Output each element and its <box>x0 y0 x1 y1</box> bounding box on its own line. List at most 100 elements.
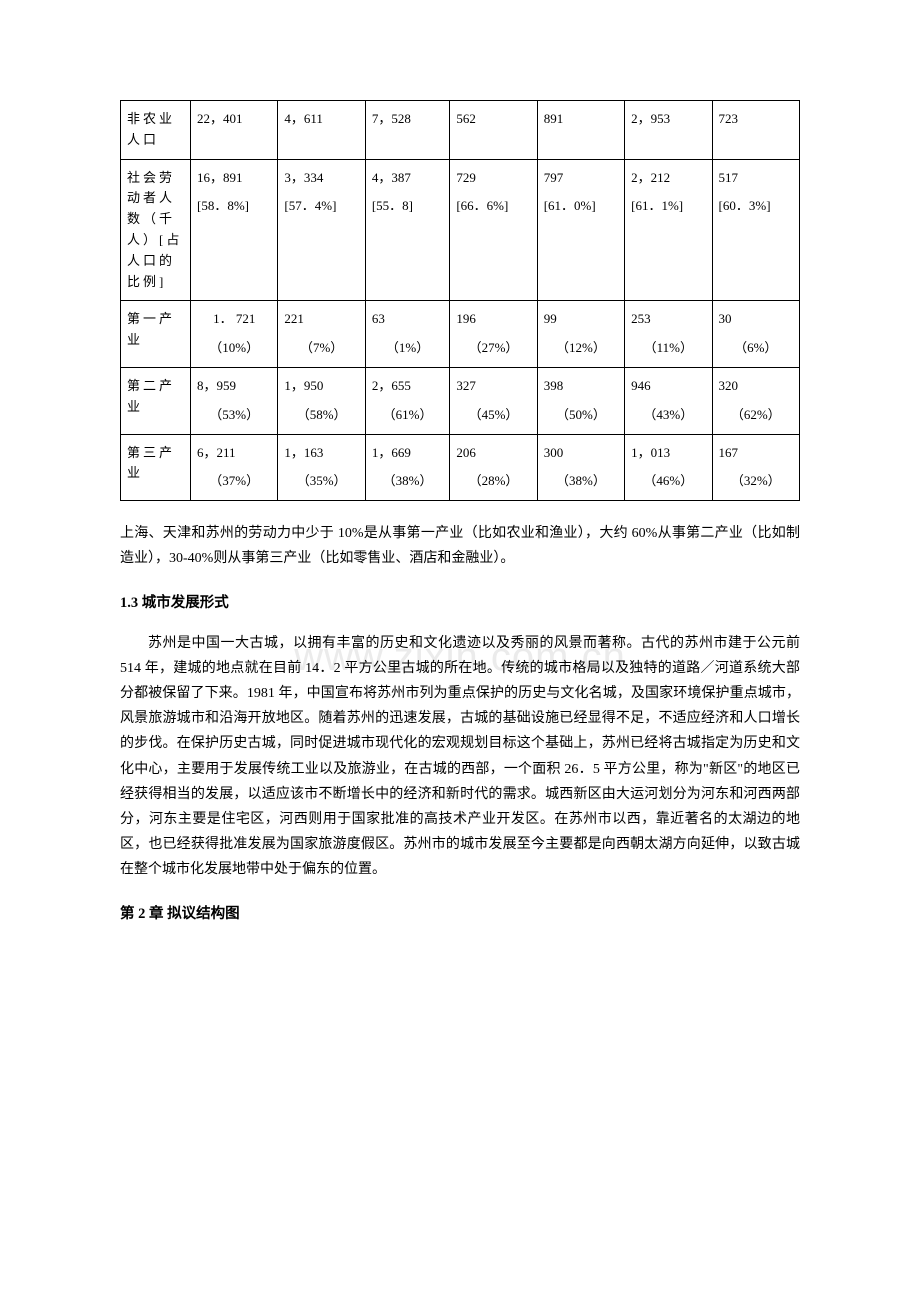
row-label: 第三产业 <box>121 434 191 501</box>
table-cell: 63（1%） <box>365 301 450 368</box>
table-cell: 320 （62%） <box>712 367 799 434</box>
cell-value: 6，211 <box>197 443 271 464</box>
cell-value: 4，387 <box>372 168 444 189</box>
cell-value: 99 <box>544 309 618 330</box>
cell-value: 196 <box>456 309 530 330</box>
cell-subvalue: （62%） <box>719 405 793 426</box>
cell-subvalue: [55．8] <box>372 196 444 217</box>
table-cell: 1，669 （38%） <box>365 434 450 501</box>
paragraph-1: 上海、天津和苏州的劳动力中少于 10%是从事第一产业（比如农业和渔业），大约 6… <box>120 521 800 571</box>
table-cell: 797 [61．0%] <box>537 159 624 301</box>
cell-value: 8，959 <box>197 376 271 397</box>
cell-value: 1，163 <box>284 443 358 464</box>
table-cell: 196 （27%） <box>450 301 537 368</box>
table-cell: 729 [66．6%] <box>450 159 537 301</box>
cell-subvalue: （11%） <box>631 338 705 359</box>
data-table: 非农业人口22，4014，6117，5285628912，953723社会劳动者… <box>120 100 800 501</box>
cell-value: 7，528 <box>372 109 444 130</box>
cell-value: 300 <box>544 443 618 464</box>
cell-value: 2，212 <box>631 168 705 189</box>
table-cell: 1，163 （35%） <box>278 434 365 501</box>
row-label: 第一产业 <box>121 301 191 368</box>
table-cell: 30 （6%） <box>712 301 799 368</box>
table-cell: 300 （38%） <box>537 434 624 501</box>
cell-subvalue: （12%） <box>544 338 618 359</box>
section-heading-1-3: 1.3 城市发展形式 <box>120 592 800 615</box>
cell-subvalue: [61．0%] <box>544 196 618 217</box>
table-cell: 1． 721（10%） <box>191 301 278 368</box>
row-label: 第二产业 <box>121 367 191 434</box>
cell-subvalue: （43%） <box>631 405 705 426</box>
cell-value: 221 <box>284 309 358 330</box>
section-heading-2: 第 2 章 拟议结构图 <box>120 903 800 926</box>
table-cell: 99 （12%） <box>537 301 624 368</box>
table-cell: 221 （7%） <box>278 301 365 368</box>
cell-value: 320 <box>719 376 793 397</box>
cell-subvalue: [57．4%] <box>284 196 358 217</box>
table-cell: 946 （43%） <box>625 367 712 434</box>
cell-value: 30 <box>719 309 793 330</box>
cell-value: 16，891 <box>197 168 271 189</box>
cell-value: 723 <box>719 109 793 130</box>
cell-subvalue: （58%） <box>284 405 358 426</box>
table-cell: 1，013 （46%） <box>625 434 712 501</box>
cell-value: 2，953 <box>631 109 705 130</box>
table-row: 社会劳动者人数（千人）[占人口的比例] 16，891 [58．8%] 3，334[57… <box>121 159 800 301</box>
table-cell: 327（45%） <box>450 367 537 434</box>
table-cell: 16，891 [58．8%] <box>191 159 278 301</box>
cell-value: 1，950 <box>284 376 358 397</box>
cell-value: 22，401 <box>197 109 271 130</box>
cell-subvalue: （38%） <box>544 471 618 492</box>
cell-subvalue: [66．6%] <box>456 196 530 217</box>
row-label: 非农业人口 <box>121 101 191 160</box>
table-cell: 4，611 <box>278 101 365 160</box>
cell-subvalue: （38%） <box>372 471 444 492</box>
cell-subvalue: （46%） <box>631 471 705 492</box>
table-cell: 22，401 <box>191 101 278 160</box>
table-cell: 7，528 <box>365 101 450 160</box>
table-cell: 206 （28%） <box>450 434 537 501</box>
cell-subvalue: （45%） <box>456 405 530 426</box>
cell-value: 167 <box>719 443 793 464</box>
cell-subvalue: （27%） <box>456 338 530 359</box>
cell-subvalue: （37%） <box>197 471 271 492</box>
cell-subvalue: （61%） <box>372 405 444 426</box>
cell-value: 562 <box>456 109 530 130</box>
table-cell: 2，953 <box>625 101 712 160</box>
table-row: 第三产业 6，211 （37%） 1，163 （35%） 1，669 （38%） 206 （28… <box>121 434 800 501</box>
table-cell: 8，959 （53%） <box>191 367 278 434</box>
cell-subvalue: （10%） <box>197 338 271 359</box>
paragraph-2: 苏州是中国一大古城，以拥有丰富的历史和文化遗迹以及秀丽的风景而著称。古代的苏州市… <box>120 631 800 883</box>
table-cell: 562 <box>450 101 537 160</box>
table-row: 第一产业1． 721（10%） 221 （7%） 63（1%） 196 （27%） 99 （1… <box>121 301 800 368</box>
cell-value: 946 <box>631 376 705 397</box>
cell-value: 253 <box>631 309 705 330</box>
table-cell: 6，211 （37%） <box>191 434 278 501</box>
table-cell: 167 （32%） <box>712 434 799 501</box>
cell-subvalue: （28%） <box>456 471 530 492</box>
cell-subvalue: （7%） <box>284 338 358 359</box>
table-cell: 2，212[61．1%] <box>625 159 712 301</box>
cell-value: 2，655 <box>372 376 444 397</box>
table-cell: 3，334[57．4%] <box>278 159 365 301</box>
cell-value: 517 <box>719 168 793 189</box>
cell-value: 4，611 <box>284 109 358 130</box>
cell-subvalue: （50%） <box>544 405 618 426</box>
cell-subvalue: [58．8%] <box>197 196 271 217</box>
table-cell: 398 （50%） <box>537 367 624 434</box>
row-label: 社会劳动者人数（千人）[占人口的比例] <box>121 159 191 301</box>
table-cell: 4，387 [55．8] <box>365 159 450 301</box>
cell-subvalue: [60．3%] <box>719 196 793 217</box>
cell-value: 729 <box>456 168 530 189</box>
cell-value: 398 <box>544 376 618 397</box>
cell-subvalue: （35%） <box>284 471 358 492</box>
cell-value: 1，669 <box>372 443 444 464</box>
cell-subvalue: （53%） <box>197 405 271 426</box>
cell-value: 206 <box>456 443 530 464</box>
cell-value: 63 <box>372 309 444 330</box>
table-cell: 1，950 （58%） <box>278 367 365 434</box>
cell-subvalue: （32%） <box>719 471 793 492</box>
cell-value: 797 <box>544 168 618 189</box>
cell-subvalue: （6%） <box>719 338 793 359</box>
cell-value: 1，013 <box>631 443 705 464</box>
